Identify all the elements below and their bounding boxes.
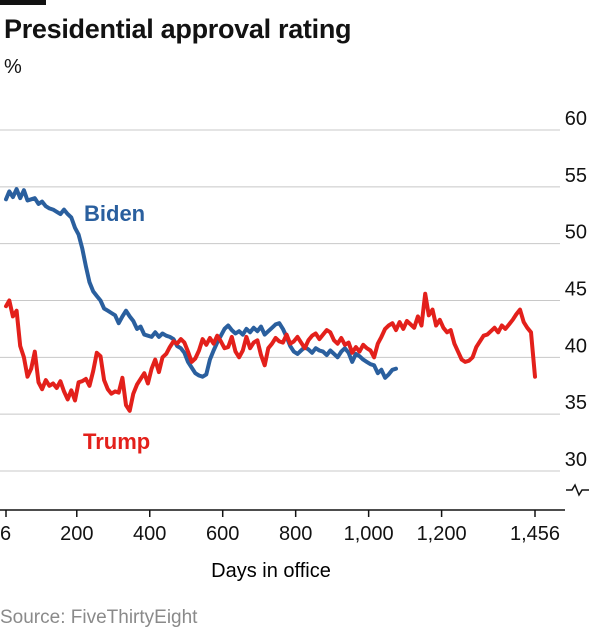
series-label-biden: Biden xyxy=(84,201,145,226)
x-tick-label-1000: 1,000 xyxy=(344,523,394,545)
chart-title: Presidential approval rating xyxy=(4,14,352,44)
chart-canvas: 30 35 40 45 50 55 60 6 200 400 600 800 1,000 1,200 1,… xyxy=(0,108,589,582)
series-line-biden xyxy=(4,187,398,380)
unit-label: % xyxy=(4,56,22,78)
y-tick-labels: 30 35 40 45 50 55 60 xyxy=(565,108,587,471)
series-label-trump: Trump xyxy=(83,429,150,454)
top-rule xyxy=(0,0,46,5)
x-tick-label-400: 400 xyxy=(133,523,166,545)
y-tick-label-45: 45 xyxy=(565,279,587,301)
y-tick-label-60: 60 xyxy=(565,108,587,130)
series-lines xyxy=(4,187,537,413)
gridlines xyxy=(0,129,560,472)
y-tick-label-40: 40 xyxy=(565,335,587,357)
source-note: Source: FiveThirtyEight xyxy=(0,607,198,628)
x-tick-label-600: 600 xyxy=(206,523,239,545)
x-axis: 6 200 400 600 800 1,000 1,200 1,456 xyxy=(0,483,589,545)
y-tick-label-30: 30 xyxy=(565,449,587,471)
y-tick-label-50: 50 xyxy=(565,222,587,244)
x-tick-label-1200: 1,200 xyxy=(417,523,467,545)
x-tick-label-6: 6 xyxy=(0,523,11,545)
x-tick-label-200: 200 xyxy=(60,523,93,545)
y-tick-label-55: 55 xyxy=(565,165,587,187)
axis-break-icon xyxy=(566,483,589,497)
x-tick-label-800: 800 xyxy=(279,523,312,545)
y-tick-label-35: 35 xyxy=(565,392,587,414)
x-tick-label-1456: 1,456 xyxy=(510,523,560,545)
series-line-trump xyxy=(4,291,537,413)
x-axis-title: Days in office xyxy=(211,560,331,582)
